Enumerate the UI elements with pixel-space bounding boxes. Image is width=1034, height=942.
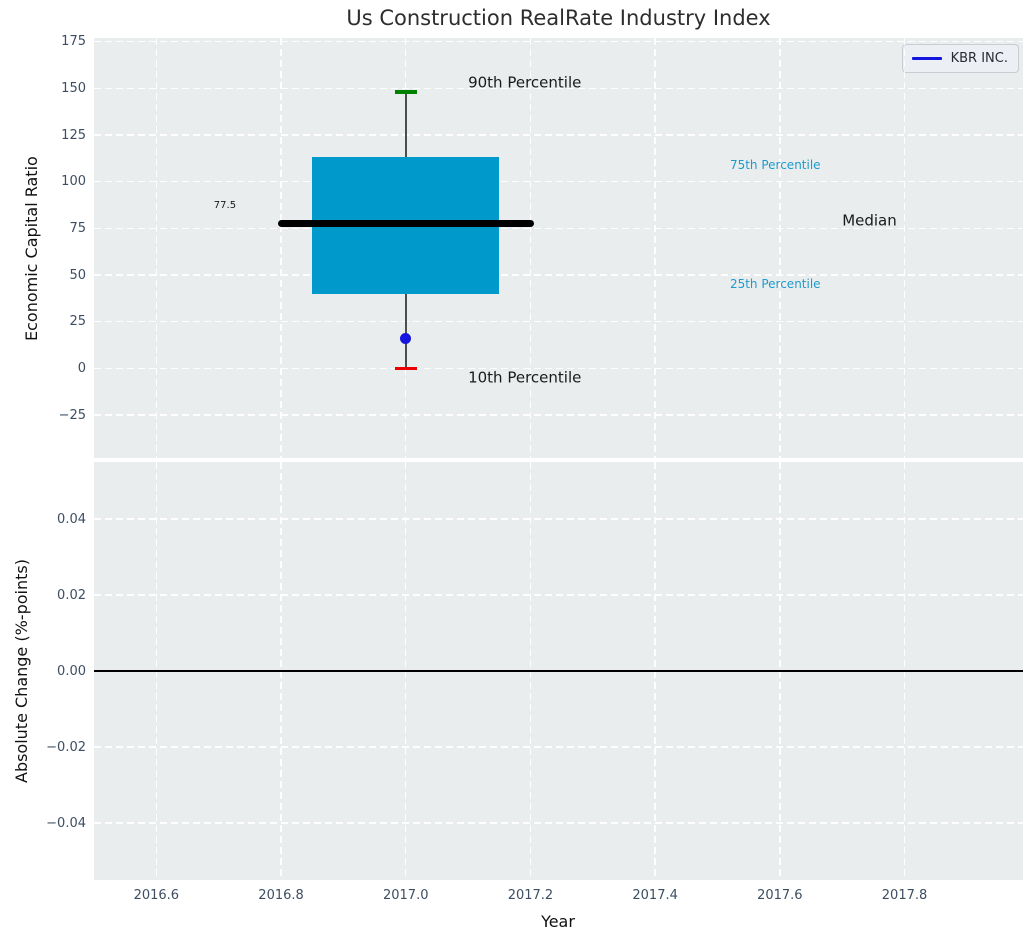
annotation-median: Median [842,211,897,230]
annotation-77-5: 77.5 [213,200,237,211]
x-tick-label: 2016.8 [258,888,304,903]
gridline-horizontal [94,518,1023,520]
gridline-horizontal [94,367,1023,370]
annotation-25th-percentile: 25th Percentile [729,277,821,292]
x-tick-label: 2017.4 [632,888,678,903]
top-plot-area: KBR INC. 90th Percentile 10th Percentile 7… [94,38,1023,458]
median-line [277,220,534,228]
y-tick-label: 0.04 [57,511,86,527]
company-data-point [400,333,412,345]
x-tick-label: 2017.8 [881,888,928,903]
whisker-cap-90th-percentile [394,90,417,94]
y-tick-label: −0.02 [46,739,86,755]
gridline-vertical [280,38,282,458]
gridline-horizontal [94,180,1023,183]
y-tick-label: 50 [69,267,86,283]
bottom-plot-area [94,462,1023,880]
gridline-horizontal [94,822,1023,824]
legend-label: KBR INC. [950,51,1008,66]
gridline-vertical [155,38,158,458]
annotation-75th-percentile: 75th Percentile [729,157,821,172]
y-tick-label: 0.02 [57,587,86,603]
gridline-horizontal [94,134,1023,136]
y-tick-label: 100 [61,174,86,190]
x-tick-label: 2017.0 [382,888,429,903]
x-tick-label: 2017.6 [757,888,803,903]
gridline-horizontal [94,414,1023,416]
zero-change-line [94,670,1023,672]
gridline-horizontal [94,227,1023,230]
gridline-horizontal [94,87,1023,90]
y-tick-label: −25 [58,407,86,423]
y-tick-label: −0.04 [46,815,86,831]
x-tick-label: 2016.6 [133,888,180,903]
gridline-vertical [529,38,532,458]
x-tick-label: 2017.2 [507,888,554,903]
y-tick-label: 175 [61,34,86,50]
y-tick-label: 150 [61,80,86,96]
y-tick-label: 0 [77,360,86,376]
gridline-horizontal [94,594,1023,596]
legend-line-swatch [911,57,942,60]
gridline-vertical [903,38,906,458]
whisker-cap-10th-percentile [394,366,417,371]
y-tick-label: 0.00 [57,663,86,679]
legend: KBR INC. [901,44,1019,73]
gridline-horizontal [94,746,1023,748]
y-tick-label: 125 [61,127,86,143]
annotation-10th-percentile: 10th Percentile [468,368,582,387]
chart-title: Us Construction RealRate Industry Index [346,6,771,30]
gridline-vertical [779,38,781,458]
x-axis-label: Year [541,912,575,931]
y-tick-label: 75 [69,220,86,236]
gridline-horizontal [94,320,1023,323]
annotation-90th-percentile: 90th Percentile [468,73,582,92]
gridline-vertical [654,38,656,458]
gridline-horizontal [94,274,1023,276]
y-tick-label: 25 [69,314,86,330]
gridline-horizontal [94,40,1023,43]
